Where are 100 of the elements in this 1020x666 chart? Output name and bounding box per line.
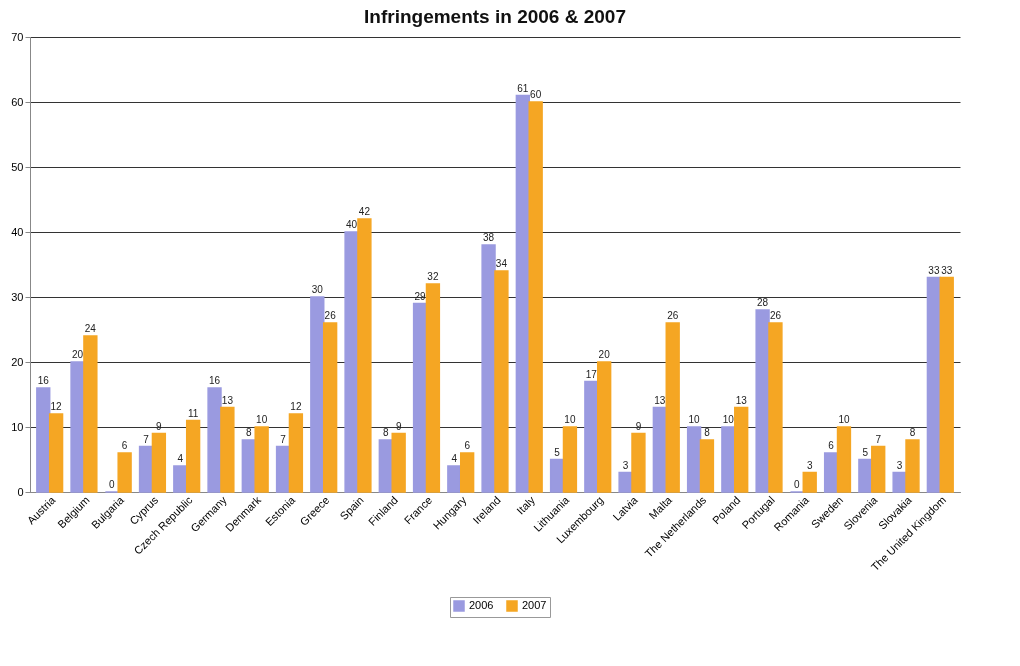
bar	[357, 218, 372, 493]
bar	[755, 309, 770, 493]
bar	[494, 270, 509, 493]
bar	[905, 439, 920, 493]
data-label: 3	[622, 459, 629, 471]
bar	[562, 426, 578, 493]
data-label: 6	[828, 440, 835, 451]
data-label: 26	[769, 310, 782, 321]
bar	[344, 231, 359, 493]
bar	[412, 302, 428, 493]
y-tick-label: 30	[11, 290, 24, 303]
bar	[665, 322, 680, 493]
data-label: 9	[156, 420, 163, 432]
bar	[322, 322, 338, 493]
data-label: 5	[554, 446, 561, 458]
bar	[939, 276, 954, 493]
data-label: 33	[941, 264, 953, 276]
data-label: 40	[346, 219, 358, 230]
bar	[528, 101, 543, 493]
legend-label: 2006	[469, 599, 494, 611]
data-label: 9	[635, 420, 642, 432]
data-label: 34	[495, 258, 508, 269]
bar	[618, 471, 633, 493]
data-label: 6	[464, 440, 471, 451]
data-label: 17	[585, 368, 598, 380]
y-tick-label: 20	[11, 355, 24, 368]
bar	[254, 426, 269, 493]
data-label: 24	[84, 323, 97, 334]
bar	[207, 387, 222, 493]
bar	[83, 335, 98, 493]
bar	[652, 406, 668, 493]
bar	[631, 432, 646, 493]
bar	[926, 276, 942, 493]
y-tick-label: 40	[11, 225, 24, 238]
data-label: 11	[187, 407, 199, 419]
data-label: 26	[324, 310, 337, 321]
data-label: 10	[838, 414, 850, 425]
data-label: 26	[667, 310, 679, 321]
bar	[549, 458, 565, 493]
data-label: 13	[735, 394, 748, 406]
bar	[584, 380, 599, 493]
bar	[823, 452, 839, 493]
data-label: 0	[109, 479, 115, 490]
bar	[597, 361, 612, 493]
x-tick-label: Italy	[514, 493, 538, 517]
data-label: 20	[598, 349, 611, 360]
data-label: 61	[517, 82, 529, 94]
data-label: 12	[290, 401, 302, 412]
bar	[699, 439, 715, 493]
data-label: 33	[928, 264, 940, 276]
data-label: 7	[280, 433, 287, 445]
y-tick-label: 70	[11, 30, 24, 43]
data-label: 16	[37, 375, 50, 386]
data-label: 28	[757, 297, 769, 308]
bar	[117, 452, 132, 493]
y-tick-label: 0	[17, 485, 24, 498]
y-tick-label: 60	[11, 95, 24, 108]
bar	[734, 406, 749, 493]
bar	[515, 94, 530, 493]
bar	[275, 445, 291, 493]
data-label: 7	[143, 433, 150, 445]
data-label: 10	[722, 414, 735, 425]
data-label: 8	[246, 427, 253, 438]
data-label: 38	[483, 232, 495, 243]
y-tick-label: 50	[11, 160, 24, 173]
data-label: 60	[530, 89, 542, 100]
y-tick-label: 10	[11, 420, 24, 433]
data-label: 20	[71, 349, 84, 360]
bar	[288, 413, 304, 493]
data-label: 6	[121, 440, 128, 451]
bar	[721, 426, 736, 493]
data-label: 16	[208, 375, 221, 386]
data-label: 8	[909, 427, 916, 438]
bar	[151, 432, 167, 493]
data-label: 12	[50, 401, 63, 412]
bar	[447, 465, 462, 493]
data-label: 7	[875, 433, 882, 445]
bar	[70, 361, 85, 493]
data-label: 30	[311, 284, 324, 295]
bar	[425, 283, 441, 493]
data-label: 42	[358, 206, 371, 217]
data-label: 32	[427, 271, 439, 282]
bar	[138, 445, 154, 493]
data-label: 5	[862, 446, 869, 458]
data-label: 8	[704, 427, 711, 438]
bar	[858, 458, 873, 493]
bar	[892, 471, 907, 493]
bar	[768, 322, 783, 493]
data-label: 3	[896, 459, 903, 471]
bar	[220, 406, 235, 493]
data-label: 0	[794, 479, 801, 490]
bar	[36, 387, 51, 493]
data-label: 4	[451, 453, 458, 464]
data-label: 13	[221, 394, 234, 406]
legend-label: 2007	[522, 599, 547, 611]
bar	[391, 432, 406, 493]
data-label: 13	[654, 394, 666, 406]
chart-title: Infringements in 2006 & 2007	[364, 6, 626, 27]
bar	[686, 426, 702, 493]
bar	[871, 445, 886, 493]
